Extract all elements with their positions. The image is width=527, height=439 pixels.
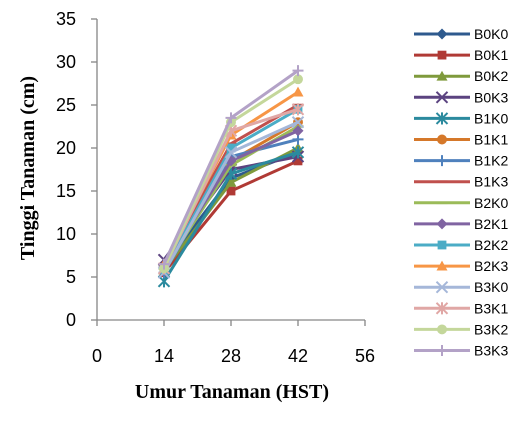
- legend-label: B2K2: [474, 237, 508, 253]
- data-point: [291, 146, 305, 159]
- legend-item: B3K2: [414, 321, 508, 337]
- x-tick-label: 56: [355, 346, 375, 366]
- legend-item: B1K0: [414, 110, 508, 126]
- data-point: [225, 176, 237, 187]
- legend-marker: [436, 345, 448, 356]
- legend-item: B2K3: [414, 258, 508, 274]
- legend-item: B2K2: [414, 237, 508, 253]
- series-b1k0: [157, 146, 305, 288]
- legend-label: B0K1: [474, 47, 508, 63]
- x-axis-title: Umur Tanaman (HST): [135, 381, 329, 403]
- legend-item: B1K3: [414, 174, 508, 190]
- legend-marker: [436, 155, 448, 167]
- y-tick-label: 25: [56, 95, 76, 115]
- legend-label: B2K3: [474, 258, 508, 274]
- legend-label: B3K2: [474, 321, 508, 337]
- legend-marker: [435, 280, 449, 294]
- legend: B0K0 B0K1 B0K2 B0K3 B1K0 B1K1 B1K2 B1K3 B2K0 B2K1…: [414, 26, 508, 359]
- legend-label: B1K0: [474, 110, 508, 126]
- data-point: [224, 146, 238, 159]
- legend-item: B0K1: [414, 47, 508, 63]
- legend-label: B3K1: [474, 300, 508, 316]
- tick-labels: 0 5 10 15 20 25 30 35 0 14 28 42 56: [56, 9, 375, 366]
- legend-item: B2K0: [414, 195, 508, 211]
- legend-label: B3K3: [474, 343, 508, 359]
- legend-marker: [436, 28, 448, 40]
- legend-marker: [435, 112, 449, 125]
- data-point: [292, 65, 304, 77]
- legend-marker: [436, 260, 448, 271]
- legend-marker: [437, 50, 447, 60]
- data-point: [158, 258, 170, 270]
- data-point: [291, 103, 305, 116]
- y-tick-label: 30: [56, 52, 76, 72]
- y-tick-label: 5: [66, 267, 76, 287]
- data-point: [293, 74, 303, 85]
- legend-label: B0K3: [474, 89, 508, 105]
- data-point: [226, 186, 236, 196]
- legend-item: B1K2: [414, 153, 508, 169]
- legend-label: B2K0: [474, 195, 508, 211]
- legend-marker: [436, 70, 448, 81]
- axes: [91, 18, 366, 326]
- legend-marker: [437, 134, 447, 145]
- x-tick-label: 0: [92, 346, 102, 366]
- legend-label: B3K0: [474, 279, 508, 295]
- y-tick-label: 10: [56, 224, 76, 244]
- legend-item: B0K2: [414, 68, 508, 84]
- legend-item: B3K0: [414, 279, 508, 295]
- data-point: [293, 156, 303, 166]
- series-lines: [157, 65, 305, 288]
- legend-label: B0K0: [474, 26, 508, 42]
- legend-item: B3K1: [414, 300, 508, 316]
- legend-label: B1K1: [474, 132, 508, 148]
- legend-item: B1K1: [414, 132, 508, 148]
- legend-label: B1K2: [474, 153, 508, 169]
- data-point: [225, 112, 237, 124]
- data-point: [292, 86, 304, 97]
- data-point: [291, 115, 305, 129]
- legend-marker: [437, 240, 447, 250]
- x-tick-label: 28: [221, 346, 241, 366]
- x-tick-label: 14: [154, 346, 174, 366]
- legend-label: B0K2: [474, 68, 508, 84]
- legend-marker: [437, 324, 447, 335]
- y-tick-label: 0: [66, 310, 76, 330]
- x-tick-label: 42: [288, 346, 308, 366]
- y-tick-label: 15: [56, 181, 76, 201]
- legend-label: B1K3: [474, 174, 508, 190]
- legend-item: B2K1: [414, 216, 508, 232]
- legend-item: B0K0: [414, 26, 508, 42]
- legend-marker: [435, 302, 449, 315]
- legend-marker: [436, 218, 448, 230]
- data-point: [292, 125, 304, 137]
- legend-item: B0K3: [414, 89, 508, 105]
- legend-label: B2K1: [474, 216, 508, 232]
- series-b3k3: [158, 65, 304, 270]
- legend-item: B3K3: [414, 343, 508, 359]
- legend-marker: [435, 91, 449, 104]
- y-tick-label: 20: [56, 138, 76, 158]
- y-axis-title: Tinggi Tanaman (cm): [17, 76, 39, 260]
- data-point: [226, 143, 236, 153]
- y-tick-label: 35: [56, 9, 76, 29]
